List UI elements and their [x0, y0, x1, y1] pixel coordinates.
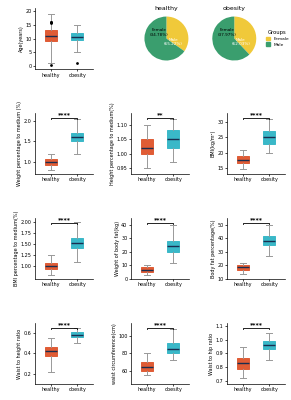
Y-axis label: Height percentage to medium(%): Height percentage to medium(%): [110, 102, 115, 185]
PathPatch shape: [141, 362, 153, 371]
PathPatch shape: [45, 347, 57, 356]
Text: ****: ****: [154, 218, 166, 223]
Text: ****: ****: [58, 322, 70, 328]
Y-axis label: Weight of body fat(kg): Weight of body fat(kg): [115, 221, 120, 276]
PathPatch shape: [45, 30, 57, 41]
PathPatch shape: [237, 156, 249, 163]
PathPatch shape: [45, 159, 57, 165]
PathPatch shape: [167, 241, 179, 252]
Y-axis label: Weight percentage to medium (%): Weight percentage to medium (%): [17, 101, 22, 186]
Y-axis label: Age(years): Age(years): [19, 25, 24, 52]
PathPatch shape: [141, 139, 153, 154]
PathPatch shape: [167, 130, 179, 148]
Text: ****: ****: [154, 322, 166, 328]
PathPatch shape: [141, 268, 153, 272]
Y-axis label: Body fat percentage(%): Body fat percentage(%): [211, 219, 216, 278]
PathPatch shape: [45, 263, 57, 269]
PathPatch shape: [71, 133, 83, 142]
PathPatch shape: [71, 33, 83, 40]
Text: ****: ****: [250, 113, 262, 118]
Y-axis label: Waist to height ratio: Waist to height ratio: [17, 328, 22, 379]
Text: **: **: [157, 113, 163, 118]
Text: ****: ****: [250, 218, 262, 223]
Text: ****: ****: [58, 218, 70, 223]
PathPatch shape: [237, 266, 249, 270]
PathPatch shape: [263, 341, 275, 349]
PathPatch shape: [263, 236, 275, 245]
Y-axis label: Waist to hip ratio: Waist to hip ratio: [209, 332, 214, 374]
Y-axis label: waist circumference(cm): waist circumference(cm): [112, 323, 117, 384]
Y-axis label: BMI percentage to medium(%): BMI percentage to medium(%): [14, 211, 19, 286]
Y-axis label: BMI(kg/m²): BMI(kg/m²): [211, 130, 216, 157]
PathPatch shape: [237, 358, 249, 369]
PathPatch shape: [71, 238, 83, 248]
PathPatch shape: [71, 332, 83, 337]
Text: ****: ****: [58, 113, 70, 118]
Text: ****: ****: [250, 323, 262, 328]
PathPatch shape: [263, 131, 275, 144]
PathPatch shape: [167, 343, 179, 354]
